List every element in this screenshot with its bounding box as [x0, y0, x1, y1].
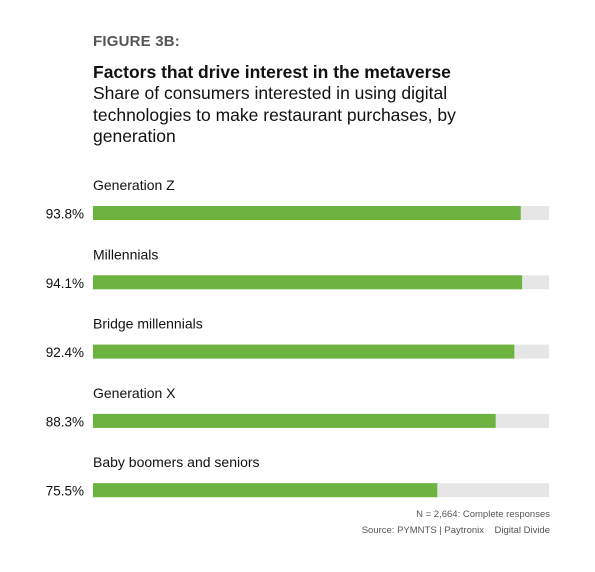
- category-label: Generation Z: [93, 177, 175, 193]
- bar: [93, 275, 523, 290]
- value-label: 93.8%: [46, 207, 84, 222]
- footnote: N = 2,664: Complete responses: [416, 509, 550, 520]
- bar: [93, 206, 521, 220]
- value-label: 92.4%: [46, 345, 84, 360]
- value-label: 75.5%: [46, 484, 84, 499]
- category-label: Bridge millennials: [93, 316, 203, 332]
- category-label: Baby boomers and seniors: [93, 454, 260, 470]
- bar: [93, 483, 438, 498]
- value-label: 94.1%: [46, 276, 84, 291]
- chart-subtitle: Share of consumers interested in using d…: [93, 83, 456, 146]
- category-label: Millennials: [93, 246, 158, 262]
- chart-title: Factors that drive interest in the metav…: [93, 62, 451, 82]
- source-note: Source: PYMNTS | Paytronix Digital Divid…: [361, 525, 550, 536]
- value-label: 88.3%: [46, 414, 84, 429]
- bar: [93, 413, 496, 428]
- figure-label: FIGURE 3B:: [93, 33, 181, 50]
- bar: [93, 344, 515, 359]
- category-label: Generation X: [93, 385, 176, 401]
